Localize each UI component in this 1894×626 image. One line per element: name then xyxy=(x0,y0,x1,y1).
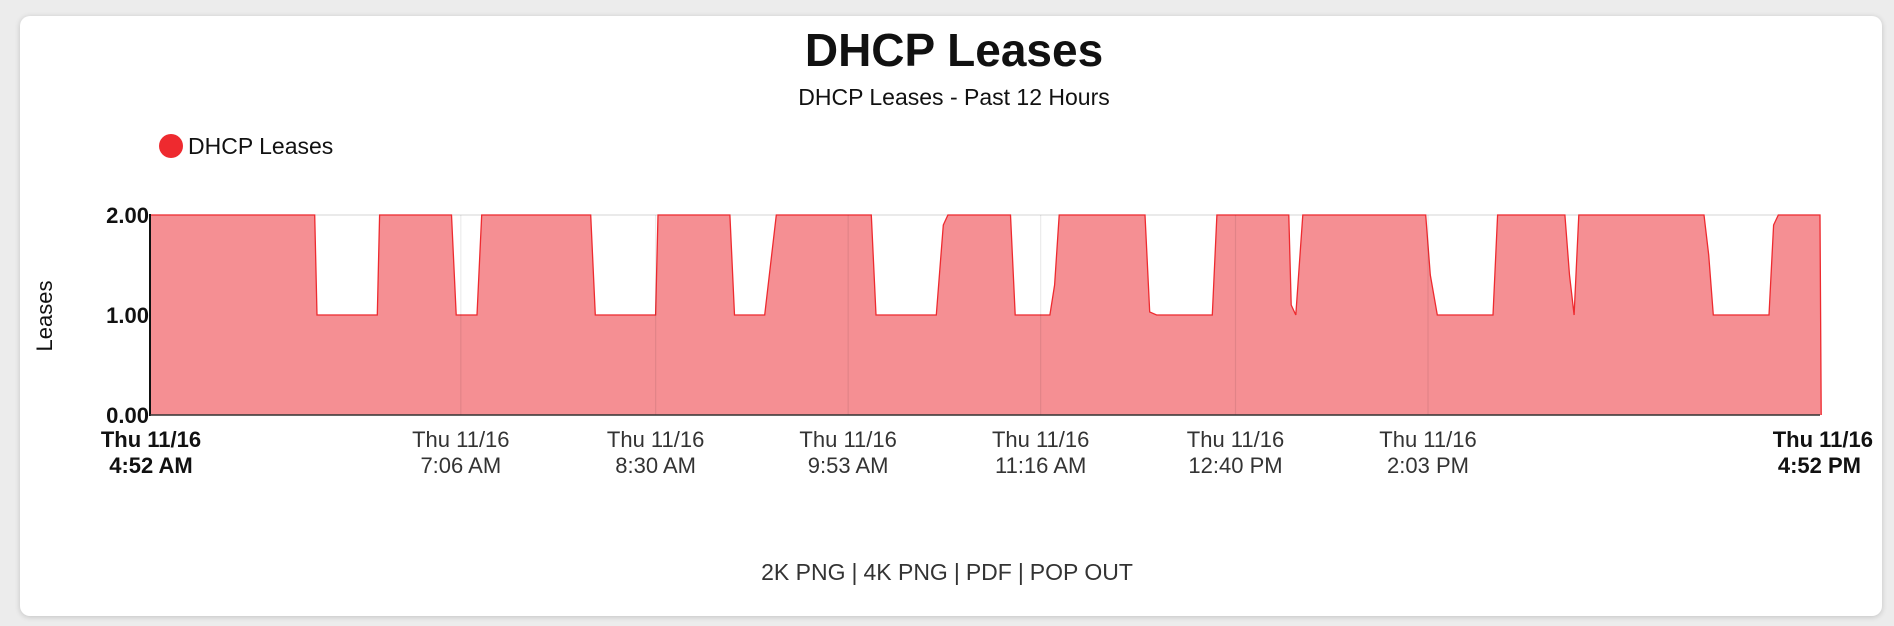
x-tick-label-line: 7:06 AM xyxy=(420,453,501,478)
y-tick-label: 1.00 xyxy=(106,303,149,328)
series-line-dhcp-leases xyxy=(150,214,1822,416)
separator: | xyxy=(851,559,858,585)
export-pdf-link[interactable]: PDF xyxy=(965,559,1012,585)
pop-out-link[interactable]: POP OUT xyxy=(1029,559,1133,585)
x-tick-label-line: 9:53 AM xyxy=(808,453,889,478)
plot-area xyxy=(150,214,1822,416)
chart-subtitle: DHCP Leases - Past 12 Hours xyxy=(798,84,1110,110)
x-tick-label-line: 4:52 AM xyxy=(109,453,193,478)
x-tick-label-line: Thu 11/16 xyxy=(1379,427,1476,452)
vertical-grid xyxy=(460,215,1429,415)
x-tick-label-line: 8:30 AM xyxy=(615,453,696,478)
x-tick-label-line: Thu 11/16 xyxy=(992,427,1089,452)
export-links: 2K PNG | 4K PNG | PDF | POP OUT xyxy=(0,559,1894,586)
x-tick-label-line: 2:03 PM xyxy=(1387,453,1469,478)
y-tick-label: 0.00 xyxy=(106,403,149,428)
chart-title: DHCP Leases xyxy=(805,24,1103,76)
legend-marker[interactable] xyxy=(159,134,183,158)
legend-label[interactable]: DHCP Leases xyxy=(188,133,333,159)
x-tick-label: Thu 11/16 7:06 AM xyxy=(412,427,509,478)
export-2k-png-link[interactable]: 2K PNG xyxy=(761,559,846,585)
x-tick-label-line: Thu 11/16 xyxy=(101,427,201,452)
separator: | xyxy=(953,559,960,585)
x-tick-label: Thu 11/16 4:52 PM xyxy=(1773,427,1873,478)
axes xyxy=(149,214,1820,416)
export-4k-png-link[interactable]: 4K PNG xyxy=(863,559,948,585)
x-tick-label-line: Thu 11/16 xyxy=(799,427,896,452)
x-tick-label-line: Thu 11/16 xyxy=(1187,427,1284,452)
x-tick-label-line: 11:16 AM xyxy=(995,453,1086,478)
x-tick-label: Thu 11/16 12:40 PM xyxy=(1187,427,1284,478)
x-tick-label: Thu 11/16 2:03 PM xyxy=(1379,427,1476,478)
x-tick-label: Thu 11/16 9:53 AM xyxy=(799,427,896,478)
y-tick-label: 2.00 xyxy=(106,203,149,228)
x-tick-label: Thu 11/16 4:52 AM xyxy=(101,427,201,478)
x-tick-label: Thu 11/16 8:30 AM xyxy=(607,427,704,478)
x-tick-label: Thu 11/16 11:16 AM xyxy=(992,427,1089,478)
x-tick-label-line: Thu 11/16 xyxy=(607,427,704,452)
x-tick-label-line: 4:52 PM xyxy=(1778,453,1861,478)
x-tick-label-line: Thu 11/16 xyxy=(1773,427,1873,452)
x-tick-label-line: 12:40 PM xyxy=(1188,453,1282,478)
x-tick-label-line: Thu 11/16 xyxy=(412,427,509,452)
y-tick-labels: 0.00 1.00 2.00 xyxy=(106,203,149,428)
series-area-dhcp-leases xyxy=(150,215,1822,415)
separator: | xyxy=(1017,559,1024,585)
y-axis-label: Leases xyxy=(32,281,57,352)
